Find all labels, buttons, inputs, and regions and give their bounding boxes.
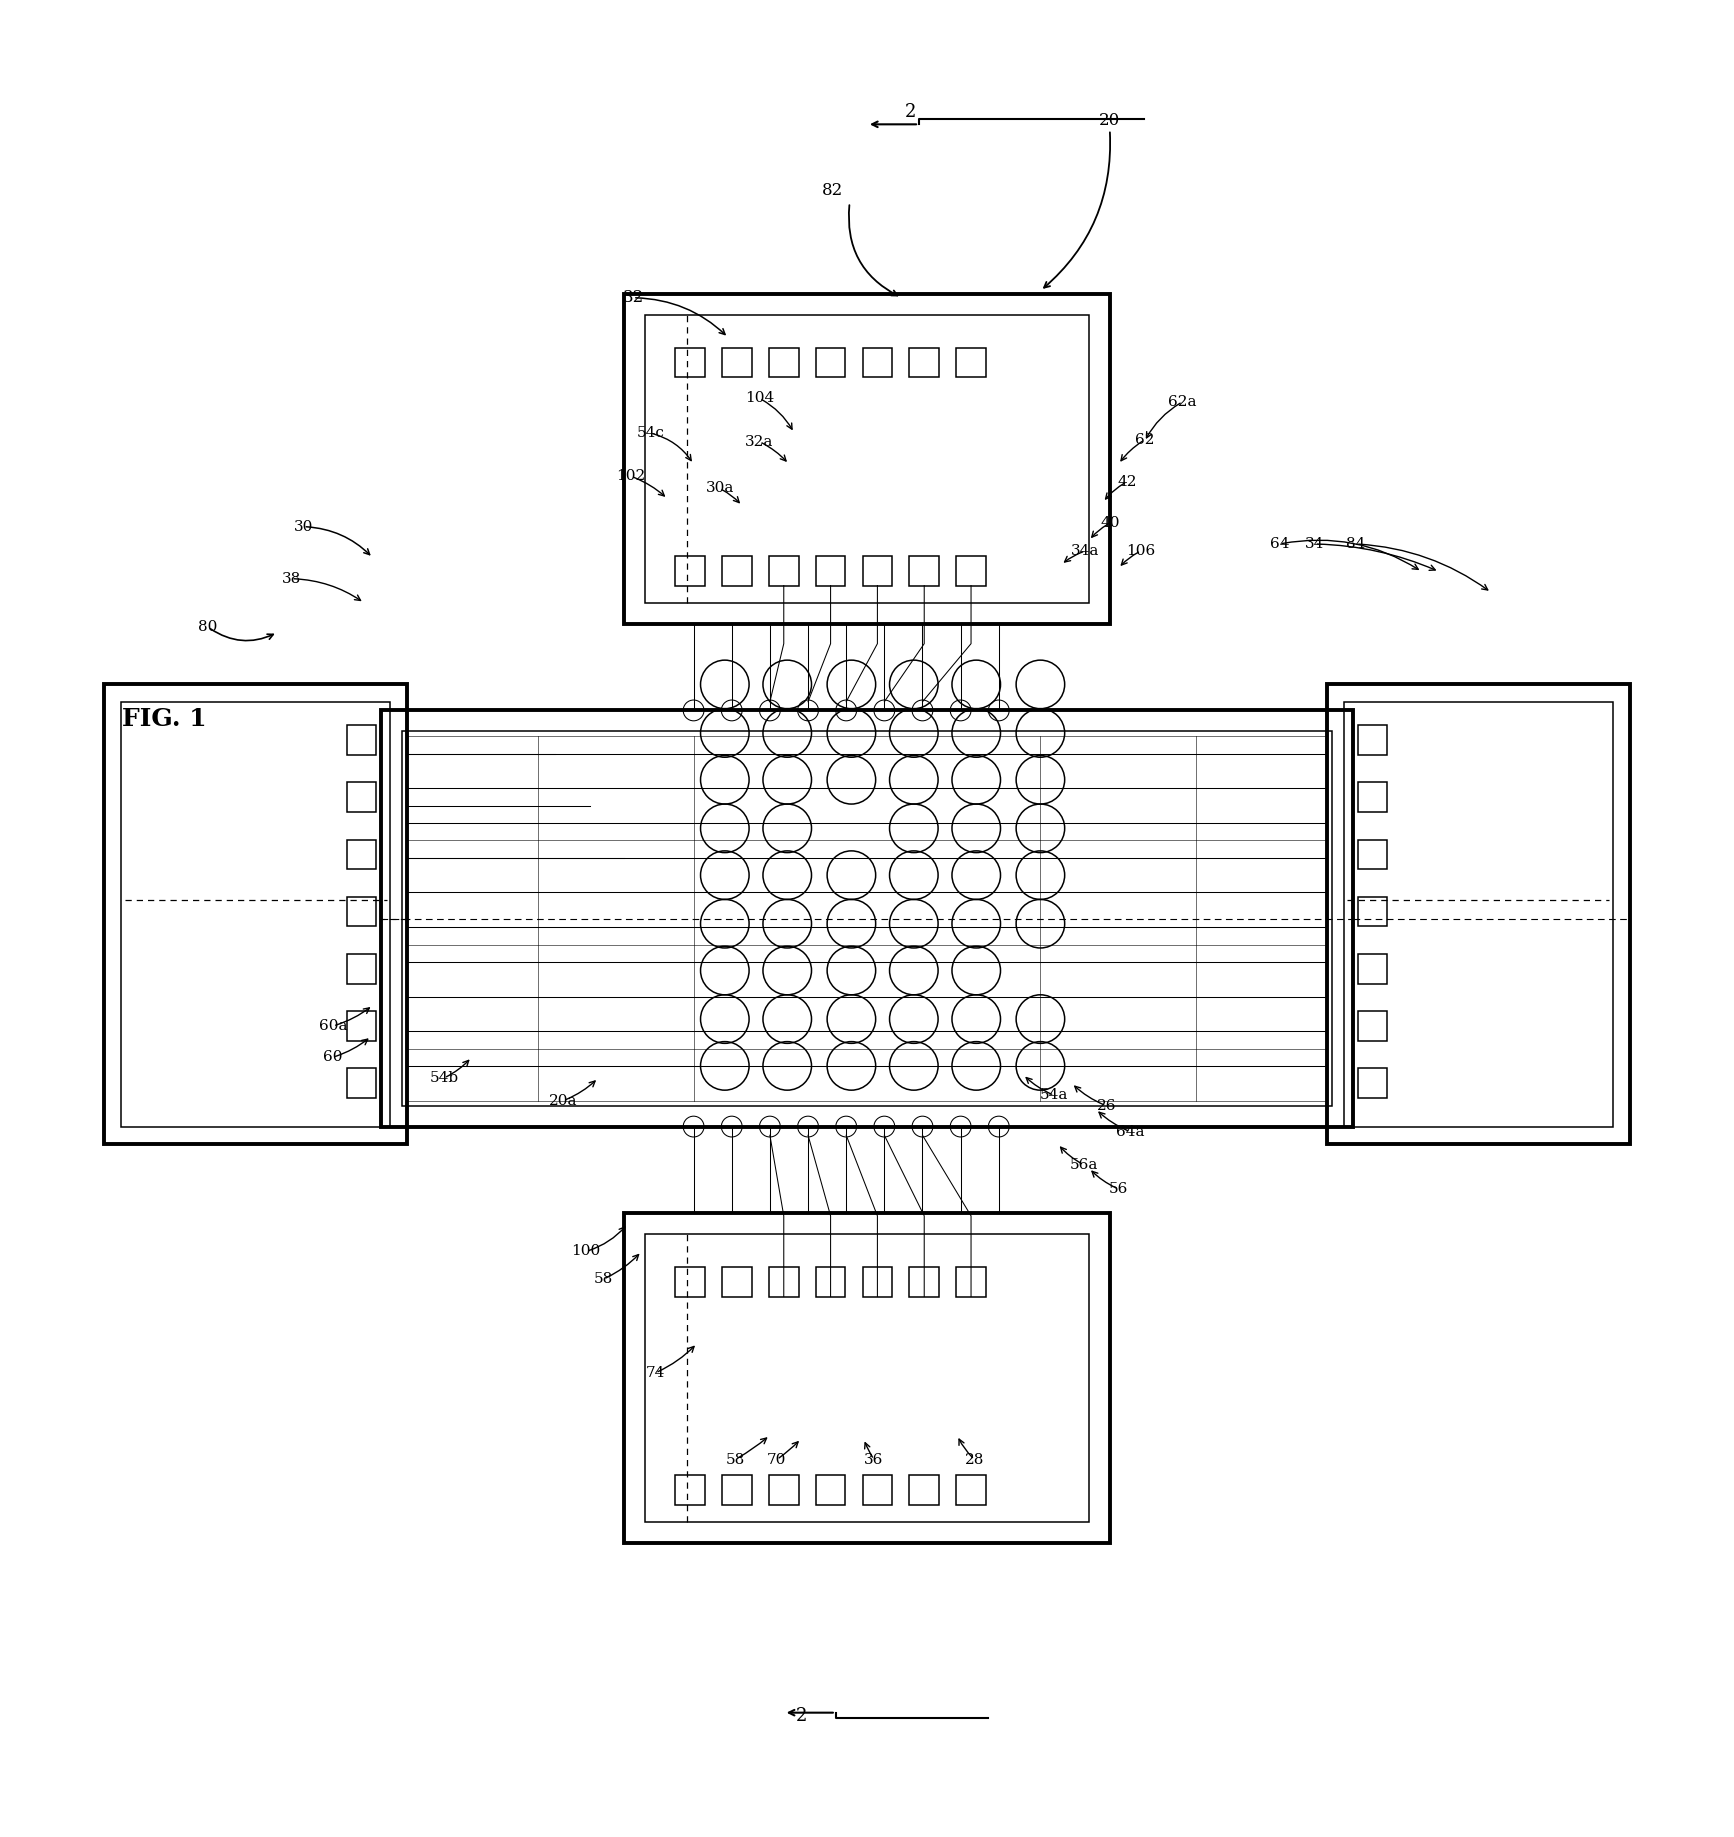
Text: 54a: 54a bbox=[1040, 1088, 1068, 1102]
Text: 30a: 30a bbox=[706, 481, 733, 496]
Bar bbox=[675, 347, 704, 377]
Text: 54b: 54b bbox=[430, 1071, 458, 1086]
Text: 106: 106 bbox=[1127, 544, 1155, 558]
Bar bbox=[957, 1475, 987, 1505]
Text: 38: 38 bbox=[281, 571, 302, 586]
Text: 62a: 62a bbox=[1169, 395, 1196, 410]
Bar bbox=[815, 1475, 846, 1505]
Bar bbox=[624, 1212, 1110, 1543]
Bar bbox=[910, 1475, 940, 1505]
Text: 58: 58 bbox=[725, 1453, 746, 1466]
Bar bbox=[815, 557, 846, 586]
Bar bbox=[104, 685, 407, 1144]
Text: 82: 82 bbox=[822, 182, 843, 198]
Bar bbox=[768, 1268, 798, 1297]
Text: 100: 100 bbox=[572, 1244, 600, 1258]
Text: 2: 2 bbox=[905, 103, 916, 121]
Text: 56a: 56a bbox=[1070, 1157, 1098, 1172]
Bar bbox=[347, 783, 376, 812]
Bar bbox=[862, 347, 891, 377]
Bar bbox=[1358, 1012, 1387, 1042]
Bar bbox=[862, 557, 891, 586]
Text: 102: 102 bbox=[617, 468, 645, 483]
Text: 80: 80 bbox=[198, 621, 218, 634]
Text: 84: 84 bbox=[1346, 536, 1366, 551]
Bar bbox=[121, 702, 390, 1126]
Bar bbox=[957, 347, 987, 377]
Bar bbox=[645, 316, 1089, 603]
Text: 28: 28 bbox=[964, 1453, 985, 1466]
Text: 34a: 34a bbox=[1072, 544, 1099, 558]
Bar bbox=[768, 1475, 798, 1505]
Text: 60a: 60a bbox=[319, 1020, 347, 1032]
Bar bbox=[675, 557, 704, 586]
Text: 58: 58 bbox=[593, 1273, 614, 1286]
Bar bbox=[675, 1475, 704, 1505]
Bar bbox=[721, 1268, 753, 1297]
Text: 62: 62 bbox=[1134, 434, 1155, 446]
Bar bbox=[768, 557, 798, 586]
Bar bbox=[957, 1268, 987, 1297]
Text: 32a: 32a bbox=[746, 435, 773, 448]
Bar bbox=[721, 557, 753, 586]
Text: 26: 26 bbox=[1096, 1099, 1117, 1113]
Bar bbox=[910, 557, 940, 586]
Bar bbox=[1358, 783, 1387, 812]
Bar bbox=[815, 347, 846, 377]
Bar bbox=[910, 347, 940, 377]
Bar bbox=[347, 896, 376, 926]
Text: 104: 104 bbox=[746, 391, 773, 406]
Bar bbox=[1358, 840, 1387, 869]
Bar bbox=[347, 1069, 376, 1099]
Text: 40: 40 bbox=[1099, 516, 1120, 531]
Text: 64: 64 bbox=[1269, 536, 1290, 551]
Bar bbox=[402, 731, 1332, 1106]
Bar bbox=[862, 1475, 891, 1505]
Text: 74: 74 bbox=[645, 1365, 666, 1380]
Text: 64a: 64a bbox=[1117, 1124, 1144, 1139]
Text: FIG. 1: FIG. 1 bbox=[123, 707, 206, 731]
Bar bbox=[1327, 685, 1630, 1144]
Text: 20a: 20a bbox=[550, 1093, 577, 1108]
Text: 30: 30 bbox=[293, 520, 314, 533]
Bar bbox=[675, 1268, 704, 1297]
Bar bbox=[1358, 1069, 1387, 1099]
Text: 54c: 54c bbox=[636, 426, 664, 441]
Text: 36: 36 bbox=[864, 1453, 884, 1466]
Text: 2: 2 bbox=[796, 1707, 806, 1725]
Bar bbox=[815, 1268, 846, 1297]
Text: 20: 20 bbox=[1099, 112, 1120, 129]
Bar bbox=[381, 711, 1353, 1126]
Text: 70: 70 bbox=[766, 1453, 787, 1466]
Bar bbox=[347, 726, 376, 755]
Bar bbox=[347, 953, 376, 983]
Text: 60: 60 bbox=[323, 1051, 343, 1064]
Text: 42: 42 bbox=[1117, 474, 1138, 489]
Bar bbox=[721, 347, 753, 377]
Bar bbox=[768, 347, 798, 377]
Bar bbox=[624, 294, 1110, 625]
Bar bbox=[347, 840, 376, 869]
Bar bbox=[645, 1234, 1089, 1521]
Text: 32: 32 bbox=[623, 288, 643, 307]
Bar bbox=[1358, 953, 1387, 983]
Bar bbox=[1344, 702, 1613, 1126]
Bar bbox=[1358, 726, 1387, 755]
Text: 34: 34 bbox=[1304, 536, 1325, 551]
Bar bbox=[721, 1475, 753, 1505]
Bar bbox=[1358, 896, 1387, 926]
Bar bbox=[862, 1268, 891, 1297]
Text: 56: 56 bbox=[1108, 1181, 1129, 1196]
Bar bbox=[347, 1012, 376, 1042]
Bar bbox=[910, 1268, 940, 1297]
Bar bbox=[957, 557, 987, 586]
